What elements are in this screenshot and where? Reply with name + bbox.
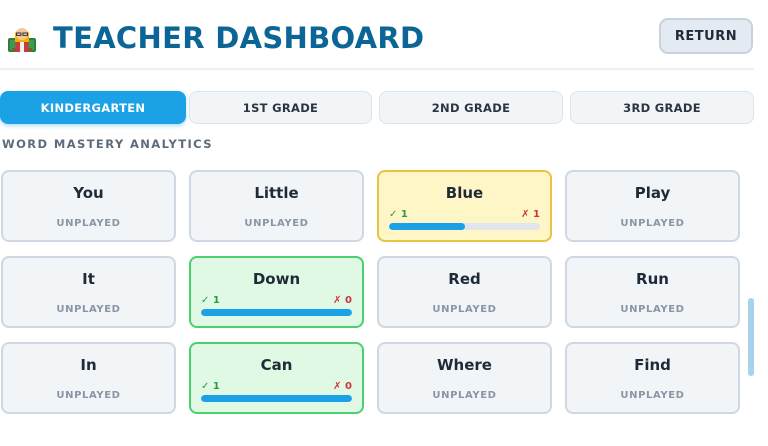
word-label: Red	[448, 270, 481, 288]
tab-2nd-grade[interactable]: 2ND GRADE	[379, 91, 563, 124]
wrong-count: ✗ 0	[333, 381, 352, 392]
word-label: Little	[254, 184, 299, 202]
word-label: Where	[437, 356, 492, 374]
progress-bar	[389, 223, 540, 230]
status-label: UNPLAYED	[620, 390, 685, 401]
progress-bar	[201, 395, 352, 402]
section-label: WORD MASTERY ANALYTICS	[2, 137, 213, 151]
correct-count: ✓ 1	[201, 295, 220, 306]
tab-kindergarten[interactable]: KINDERGARTEN	[0, 91, 186, 124]
tab-3rd-grade[interactable]: 3RD GRADE	[570, 91, 754, 124]
word-card-where[interactable]: Where UNPLAYED	[377, 342, 552, 414]
word-label: Down	[252, 270, 301, 288]
status-label: UNPLAYED	[56, 304, 121, 315]
word-label: Play	[634, 184, 671, 202]
word-card-run[interactable]: Run UNPLAYED	[565, 256, 740, 328]
teacher-icon	[6, 22, 38, 54]
word-label: You	[73, 184, 104, 202]
wrong-count: ✗ 0	[333, 295, 352, 306]
progress-fill	[389, 223, 465, 230]
word-card-blue[interactable]: Blue ✓ 1 ✗ 1	[377, 170, 552, 242]
wrong-count: ✗ 1	[521, 209, 540, 220]
word-label: Blue	[445, 184, 484, 202]
word-card-find[interactable]: Find UNPLAYED	[565, 342, 740, 414]
correct-count: ✓ 1	[389, 209, 408, 220]
header-divider	[0, 68, 754, 70]
word-card-red[interactable]: Red UNPLAYED	[377, 256, 552, 328]
status-label: UNPLAYED	[620, 304, 685, 315]
status-label: UNPLAYED	[620, 218, 685, 229]
word-card-can[interactable]: Can ✓ 1 ✗ 0	[189, 342, 364, 414]
word-label: Can	[260, 356, 293, 374]
return-button[interactable]: RETURN	[659, 18, 753, 54]
status-label: UNPLAYED	[432, 390, 497, 401]
word-label: Run	[636, 270, 669, 288]
word-card-down[interactable]: Down ✓ 1 ✗ 0	[189, 256, 364, 328]
status-label: UNPLAYED	[244, 218, 309, 229]
word-card-it[interactable]: It UNPLAYED	[1, 256, 176, 328]
progress-fill	[201, 309, 352, 316]
word-label: Find	[634, 356, 671, 374]
word-grid: You UNPLAYED Little UNPLAYED Blue ✓ 1 ✗ …	[0, 170, 745, 446]
word-card-little[interactable]: Little UNPLAYED	[189, 170, 364, 242]
status-label: UNPLAYED	[56, 390, 121, 401]
word-card-in[interactable]: In UNPLAYED	[1, 342, 176, 414]
header: TEACHER DASHBOARD RETURN	[0, 0, 768, 70]
status-label: UNPLAYED	[56, 218, 121, 229]
status-label: UNPLAYED	[432, 304, 497, 315]
progress-fill	[201, 395, 352, 402]
word-card-play[interactable]: Play UNPLAYED	[565, 170, 740, 242]
word-label: It	[82, 270, 95, 288]
progress-bar	[201, 309, 352, 316]
scrollbar-thumb[interactable]	[748, 298, 754, 376]
tab-1st-grade[interactable]: 1ST GRADE	[189, 91, 372, 124]
correct-count: ✓ 1	[201, 381, 220, 392]
page-title: TEACHER DASHBOARD	[53, 21, 425, 55]
word-card-you[interactable]: You UNPLAYED	[1, 170, 176, 242]
word-label: In	[80, 356, 97, 374]
